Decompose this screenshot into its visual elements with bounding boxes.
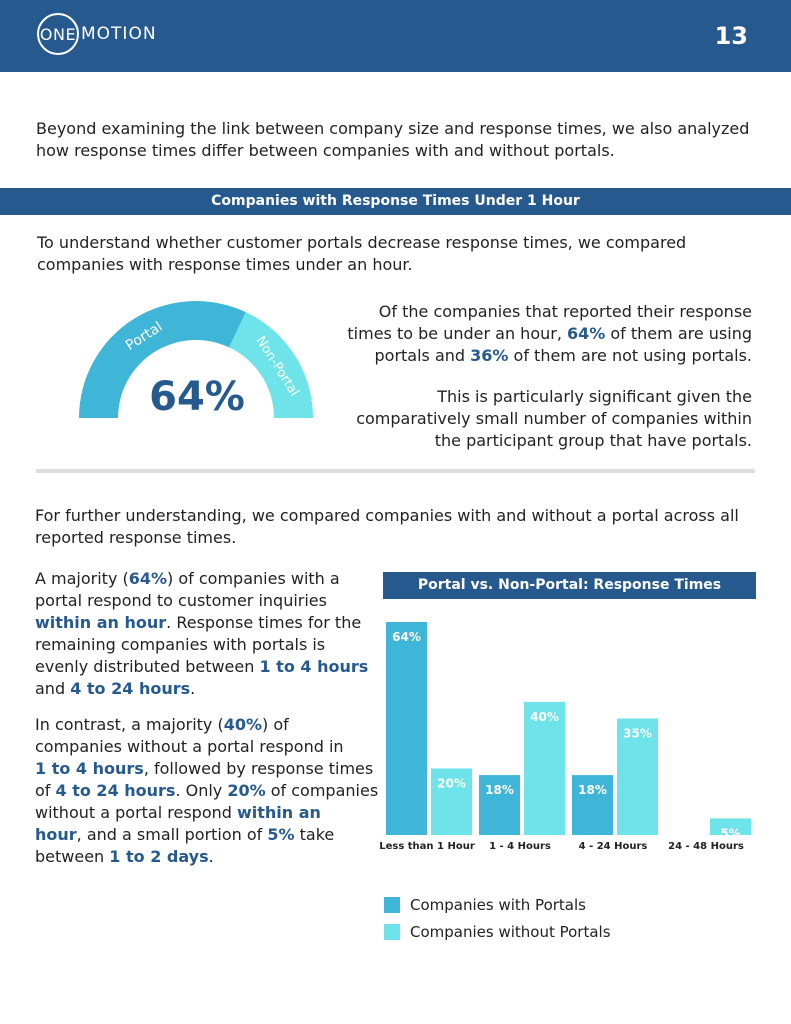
highlight-value: 4 to 24 hours (55, 781, 176, 800)
text-line: For further understanding, we compared c… (35, 506, 739, 525)
portal-summary: A majority (64%) of companies with a por… (35, 568, 368, 700)
section-divider (36, 469, 755, 473)
legend-label: Companies without Portals (410, 923, 611, 941)
highlight-value: 20% (227, 781, 266, 800)
bar-nonportal (710, 818, 751, 835)
x-tick-label: 4 - 24 Hours (579, 841, 648, 852)
highlight-value: 1 to 4 hours (35, 759, 144, 778)
bar-nonportal (617, 718, 658, 835)
x-tick-label: Less than 1 Hour (379, 841, 475, 852)
nonportal-summary: In contrast, a majority (40%) of compani… (35, 714, 378, 868)
gauge-value: 64% (149, 374, 245, 420)
text-line: of companies (265, 781, 379, 800)
text-line: of them are using (605, 324, 752, 343)
highlight-value: within an (237, 803, 321, 822)
text-line: In contrast, a majority ( (35, 715, 224, 734)
bar-data-label: 40% (530, 710, 559, 724)
intro-paragraph: Beyond examining the link between compan… (36, 118, 749, 162)
text-line: companies without a portal respond in (35, 737, 344, 756)
legend-swatch-nonportals (384, 924, 400, 940)
section-intro-line: To understand whether customer portals d… (37, 233, 687, 252)
text-line: and (35, 679, 71, 698)
highlight-value: 64% (567, 324, 606, 343)
text-line: between (35, 847, 110, 866)
text-line: . Only (175, 781, 228, 800)
text-line: portal respond to customer inquiries (35, 591, 327, 610)
response-times-chart: 64% 20% Less than 1 Hour 18% 40% 1 - 4 Hours 1… (379, 622, 751, 852)
page-header: ONE MOTION 13 (0, 0, 791, 72)
text-line: without a portal respond (35, 803, 237, 822)
text-line: , followed by response times (143, 759, 374, 778)
text-line: . (208, 847, 214, 866)
bar-nonportal (431, 768, 472, 835)
intro-line: Beyond examining the link between compan… (36, 119, 750, 138)
chart-title: Portal vs. Non-Portal: Response Times (383, 572, 756, 599)
highlight-value: within an hour (35, 613, 167, 632)
highlight-value: 1 to 4 hours (259, 657, 369, 676)
bar-portal (572, 775, 613, 835)
text-line: Of the companies that reported their res… (378, 302, 752, 321)
text-line: times to be under an hour, (347, 324, 567, 343)
x-tick-label: 1 - 4 Hours (489, 841, 551, 852)
highlight-value: 1 to 2 days (109, 847, 209, 866)
text-line: ) of (262, 715, 289, 734)
page-number: 13 (714, 22, 748, 50)
text-line: take (294, 825, 335, 844)
bar-data-label: 18% (485, 783, 514, 797)
legend-label: Companies with Portals (410, 896, 586, 914)
section-intro-line: companies with response times under an h… (37, 255, 413, 274)
highlight-value: 4 to 24 hours (70, 679, 191, 698)
text-line: of (35, 781, 56, 800)
text-line: reported response times. (35, 528, 237, 547)
bar-data-label: 35% (623, 727, 652, 741)
text-line: . (190, 679, 196, 698)
text-line: comparatively small number of companies … (356, 409, 752, 428)
x-tick-label: 24 - 48 Hours (668, 841, 744, 852)
logo-one-text: ONE (39, 24, 77, 44)
gauge-description: Of the companies that reported their res… (332, 301, 752, 367)
portal-gauge: Portal Non-Portal 64% (79, 301, 313, 420)
text-line: the participant group that have portals. (434, 431, 752, 450)
legend-item-portals: Companies with Portals (384, 896, 586, 914)
text-line: . Response times for the (166, 613, 362, 632)
legend-swatch-portals (384, 897, 400, 913)
highlight-value: 64% (128, 569, 168, 588)
bar-data-label: 18% (578, 783, 607, 797)
bar-portal (479, 775, 520, 835)
text-line: A majority ( (35, 569, 129, 588)
significance-note: This is particularly significant given t… (332, 386, 752, 452)
text-line: portals and (374, 346, 471, 365)
logo-motion-text: MOTION (81, 24, 157, 44)
highlight-value: 40% (223, 715, 263, 734)
intro-line: how response times differ between compan… (36, 141, 615, 160)
highlight-value: 36% (470, 346, 509, 365)
gauge-nonportal-segment (229, 312, 313, 418)
text-line: , and a small portion of (76, 825, 268, 844)
text-line: This is particularly significant given t… (437, 387, 752, 406)
gauge-portal-segment (79, 301, 246, 418)
section-intro: To understand whether customer portals d… (37, 232, 686, 276)
logo-circle: ONE (37, 13, 79, 55)
bar-data-label: 64% (392, 630, 421, 644)
onemotion-logo: ONE MOTION (37, 13, 157, 55)
highlight-value: 5% (267, 825, 295, 844)
highlight-value: hour (35, 825, 77, 844)
text-line: of them are not using portals. (508, 346, 752, 365)
text-line: remaining companies with portals is (35, 635, 326, 654)
bar-nonportal (524, 701, 565, 835)
bar-data-label: 20% (437, 776, 466, 790)
legend-item-nonportals: Companies without Portals (384, 923, 611, 941)
bar-portal (386, 622, 427, 835)
text-line: evenly distributed between (35, 657, 260, 676)
further-paragraph: For further understanding, we compared c… (35, 505, 739, 549)
bar-data-label: 5% (720, 826, 740, 840)
text-line: ) of companies with a (167, 569, 340, 588)
section-title: Companies with Response Times Under 1 Ho… (0, 188, 791, 215)
